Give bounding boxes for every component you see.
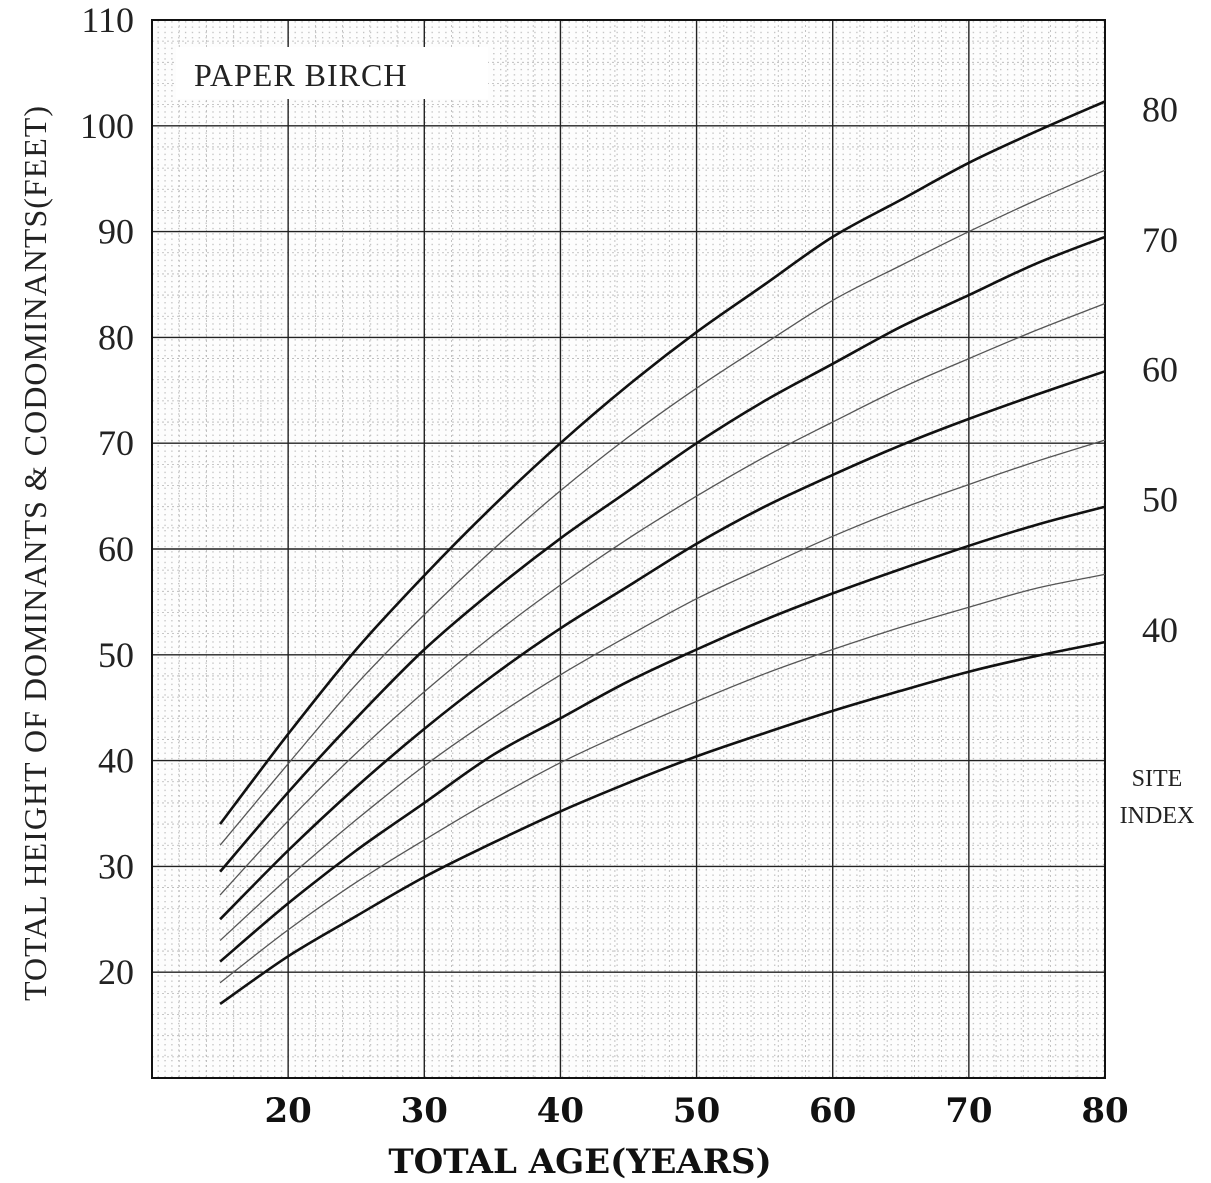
site-index-label: 80 — [1142, 89, 1178, 129]
site-index-label: 50 — [1142, 480, 1178, 520]
site-index-title-line2: INDEX — [1120, 803, 1195, 829]
x-tick-label: 80 — [1081, 1091, 1128, 1131]
x-tick-label: 20 — [264, 1091, 311, 1131]
series-line-5 — [219, 439, 1106, 941]
series-line-0 — [219, 100, 1106, 825]
y-tick-label: 50 — [98, 635, 134, 675]
x-tick-label: 50 — [673, 1091, 720, 1131]
series-line-4 — [219, 370, 1106, 921]
series-layer — [219, 100, 1106, 1005]
series-line-3 — [219, 302, 1106, 896]
y-tick-label: 30 — [98, 846, 134, 886]
series-line-7 — [219, 573, 1106, 984]
site-index-labels: 80 70 60 50 40 — [1142, 89, 1178, 650]
y-tick-label: 110 — [81, 0, 134, 40]
y-tick-labels: 20 30 40 50 60 70 80 90 100 110 — [80, 0, 134, 992]
series-line-1 — [219, 169, 1106, 846]
site-index-label: 60 — [1142, 349, 1178, 389]
site-index-label: 70 — [1142, 220, 1178, 260]
y-tick-label: 40 — [98, 741, 134, 781]
series-line-2 — [219, 235, 1106, 873]
site-index-title-line1: SITE — [1132, 766, 1183, 792]
series-line-6 — [219, 505, 1106, 963]
y-tick-label: 20 — [98, 952, 134, 992]
x-axis-label: TOTAL AGE(YEARS) — [388, 1142, 771, 1182]
x-tick-label: 70 — [945, 1091, 992, 1131]
x-tick-label: 30 — [401, 1091, 448, 1131]
chart-title: PAPER BIRCH — [194, 57, 407, 93]
x-tick-labels: 20 30 40 50 60 70 80 — [264, 1091, 1128, 1131]
minor-grid — [152, 20, 1105, 1078]
x-tick-label: 40 — [537, 1091, 584, 1131]
y-tick-label: 100 — [80, 106, 134, 146]
y-tick-label: 70 — [98, 423, 134, 463]
y-tick-label: 90 — [98, 212, 134, 252]
title-box — [176, 47, 488, 99]
y-axis-label: TOTAL HEIGHT OF DOMINANTS & CODOMINANTS(… — [17, 105, 53, 1001]
series-line-8 — [219, 640, 1106, 1005]
plot-frame — [151, 19, 1106, 1079]
site-index-label: 40 — [1142, 610, 1178, 650]
y-tick-label: 80 — [98, 317, 134, 357]
x-tick-label: 60 — [809, 1091, 856, 1131]
y-tick-label: 60 — [98, 529, 134, 569]
